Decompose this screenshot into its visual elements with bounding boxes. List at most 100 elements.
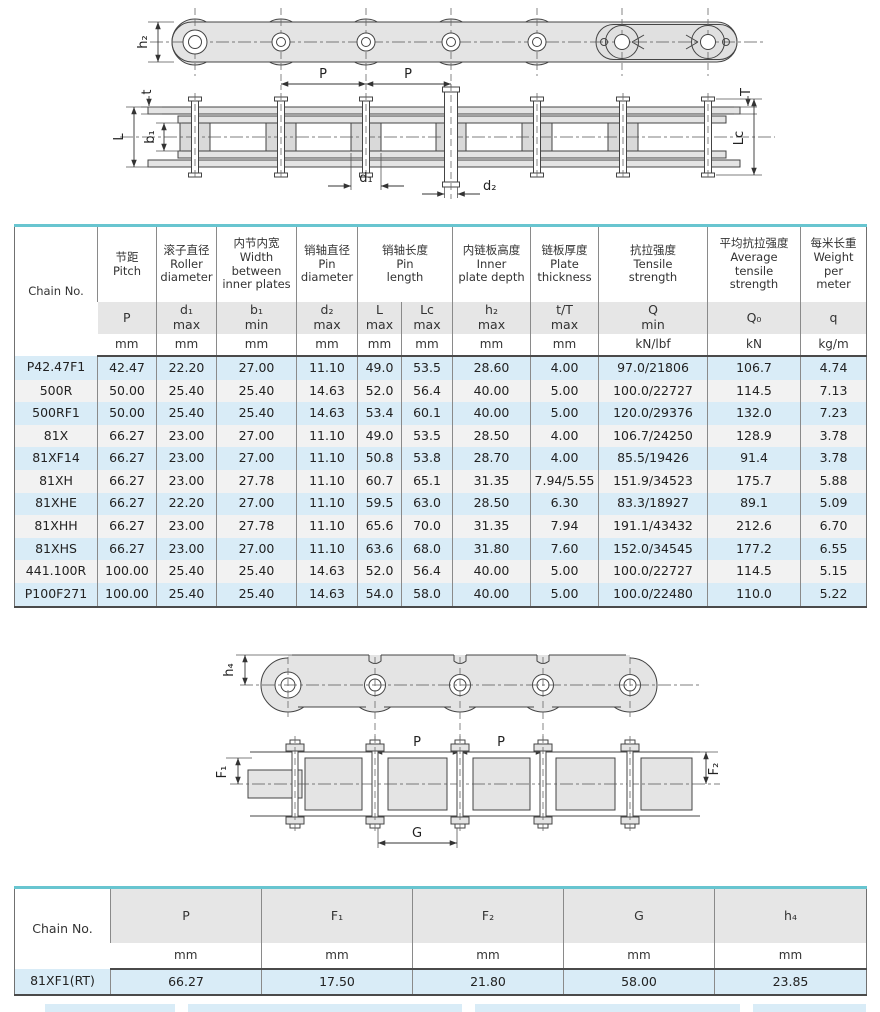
value-cell: 25.40 — [156, 560, 217, 583]
dim-label-F2: F₂ — [707, 763, 722, 776]
value-cell: 132.0 — [707, 402, 801, 425]
unit-cell: mm — [412, 943, 564, 970]
header-symbols-row: P d₁ max b₁ min d₂ max L max Lc max h₂ m… — [15, 302, 867, 334]
col-header-weight: 每米长重 Weight per meter — [800, 225, 867, 302]
value-cell: 52.0 — [357, 560, 402, 583]
value-cell: 27.78 — [216, 515, 297, 538]
value-cell: 53.4 — [357, 402, 402, 425]
unit-cell: kg/m — [800, 334, 867, 357]
value-cell: 66.27 — [97, 515, 157, 538]
value-cell: 70.0 — [401, 515, 453, 538]
value-cell: 22.20 — [156, 492, 217, 516]
dim-label-h4: h₄ — [222, 663, 237, 676]
value-cell: 50.8 — [357, 447, 402, 470]
value-cell: 3.78 — [800, 424, 867, 448]
value-cell: 120.0/29376 — [598, 402, 708, 425]
table-row: 81XF1(RT) 66.27 17.50 21.80 58.00 23.85 — [14, 969, 867, 995]
dim-label-t: t — [140, 89, 155, 94]
value-cell: 27.00 — [216, 537, 297, 561]
symbol-cell: G — [563, 887, 715, 943]
unit-cell: kN/lbf — [598, 334, 708, 357]
value-cell: 23.00 — [156, 515, 217, 538]
value-cell: 191.1/43432 — [598, 515, 708, 538]
cotter-pin-joint — [600, 25, 645, 59]
chain-plan-view — [120, 84, 775, 199]
symbol-cell: L max — [357, 302, 402, 334]
value-cell: 83.3/18927 — [598, 492, 708, 516]
col-header-roller-diameter: 滚子直径 Roller diameter — [156, 225, 217, 302]
side-view-dimensions: h₂ P P — [136, 21, 451, 87]
plan2-dimensions: F₁ F₂ G — [215, 751, 722, 848]
value-cell: 100.0/22727 — [598, 560, 708, 583]
value-cell: 14.63 — [296, 582, 358, 607]
value-cell: 114.5 — [707, 379, 801, 403]
table-row: 81XHE 66.27 22.20 27.00 11.10 59.5 63.0 28.50 6.… — [14, 492, 867, 516]
chain-no-cell: 81XHE — [14, 492, 98, 516]
unit-cell: mm — [296, 334, 358, 357]
value-cell: 89.1 — [707, 492, 801, 516]
chain-no-cell: 81XH — [14, 469, 98, 493]
col-header-pin-length: 销轴长度 Pin length — [357, 225, 453, 302]
value-cell: 42.47 — [97, 356, 157, 380]
value-cell: 28.70 — [452, 447, 531, 470]
symbol-cell: d₂ max — [296, 302, 358, 334]
table-row: 81XHH 66.27 23.00 27.78 11.10 65.6 70.0 31.35 7.… — [14, 515, 867, 538]
col-header-plate-depth: 内链板高度 Inner plate depth — [452, 225, 531, 302]
chain-no-header: Chain No. — [14, 225, 98, 356]
dim-label-p: P — [319, 67, 327, 82]
unit-cell: mm — [110, 943, 262, 970]
value-cell: 177.2 — [707, 537, 801, 561]
dim-label-d2: d₂ — [483, 179, 496, 194]
unit-cell: mm — [156, 334, 217, 357]
value-cell: 100.0/22480 — [598, 582, 708, 607]
dim-label-p: P — [497, 735, 505, 750]
symbol-cell: Lc max — [401, 302, 453, 334]
value-cell: 25.40 — [156, 402, 217, 425]
chain-no-cell: 500R — [14, 379, 98, 403]
value-cell: 53.5 — [401, 424, 453, 448]
value-cell: 27.00 — [216, 447, 297, 470]
value-cell: 106.7 — [707, 356, 801, 380]
chain2-side-view — [240, 654, 700, 758]
unit-cell: mm — [97, 334, 157, 357]
symbol-cell: q — [800, 302, 867, 334]
symbol-cell: Q₀ — [707, 302, 801, 334]
chain-no-cell: 81XF1(RT) — [14, 969, 111, 995]
value-cell: 4.00 — [530, 356, 599, 380]
dim-label-d1: d₁ — [359, 171, 372, 186]
chain-no-header: Chain No. — [14, 887, 111, 969]
value-cell: 7.94 — [530, 515, 599, 538]
value-cell: 114.5 — [707, 560, 801, 583]
cutoff-next-row — [0, 1004, 880, 1012]
value-cell: 60.1 — [401, 402, 453, 425]
unit-cell: mm — [357, 334, 402, 357]
value-cell: 5.22 — [800, 582, 867, 607]
value-cell: 28.60 — [452, 356, 531, 380]
table-row: P100F271 100.00 25.40 25.40 14.63 54.0 58.0 40.… — [14, 582, 867, 607]
value-cell: 11.10 — [296, 492, 358, 516]
value-cell: 14.63 — [296, 560, 358, 583]
dim-label-F1: F₁ — [215, 766, 230, 779]
value-cell: 212.6 — [707, 515, 801, 538]
value-cell: 58.0 — [401, 582, 453, 607]
value-cell: 66.27 — [97, 492, 157, 516]
value-cell: 7.23 — [800, 402, 867, 425]
value-cell: 6.30 — [530, 492, 599, 516]
value-cell: 110.0 — [707, 582, 801, 607]
value-cell: 7.60 — [530, 537, 599, 561]
header-symbols-row: Chain No. P F₁ F₂ G h₄ — [14, 887, 867, 969]
symbol-cell: F₁ — [261, 887, 413, 943]
dim-label-h2: h₂ — [136, 35, 151, 48]
value-cell: 31.80 — [452, 537, 531, 561]
value-cell: 85.5/19426 — [598, 447, 708, 470]
value-cell: 5.09 — [800, 492, 867, 516]
value-cell: 27.00 — [216, 492, 297, 516]
value-cell: 53.8 — [401, 447, 453, 470]
value-cell: 49.0 — [357, 356, 402, 380]
value-cell: 7.94/5.55 — [530, 469, 599, 493]
dim-label-p: P — [404, 67, 412, 82]
symbol-cell: F₂ — [412, 887, 564, 943]
value-cell: 11.10 — [296, 447, 358, 470]
value-cell: 4.74 — [800, 356, 867, 380]
